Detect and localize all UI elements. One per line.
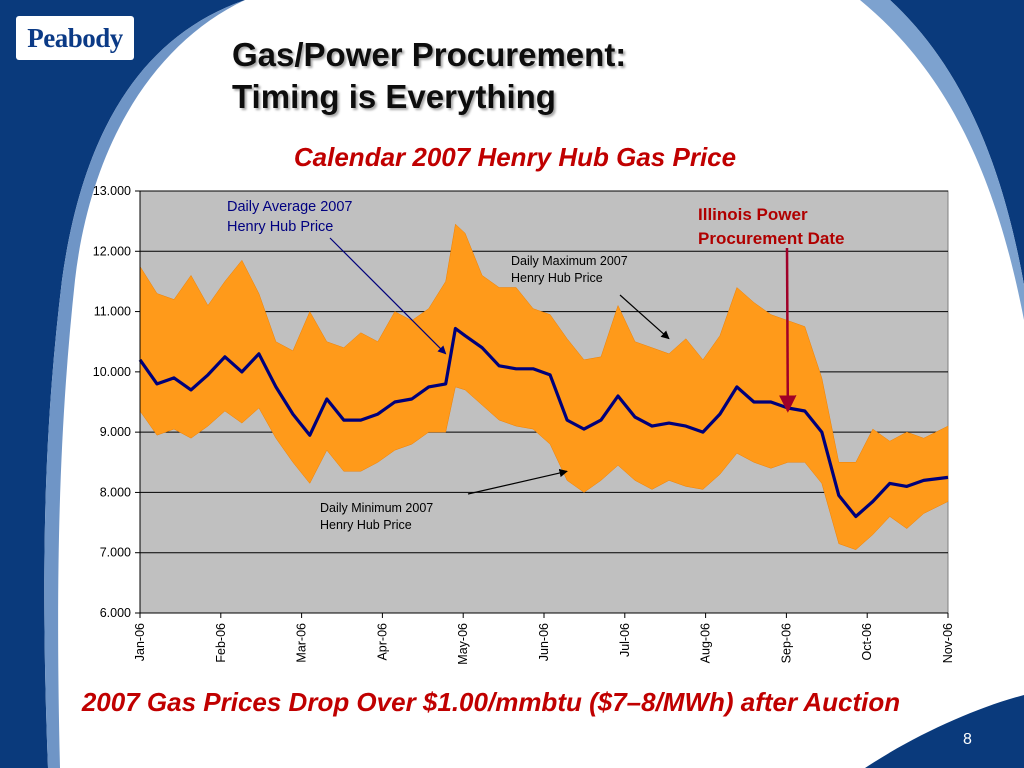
annotation-minimum-line-1: Daily Minimum 2007 xyxy=(320,501,434,515)
y-tick-label: 11.000 xyxy=(94,305,131,319)
min-max-price-band xyxy=(139,223,949,550)
annotation-pointers xyxy=(329,237,797,495)
x-tick-label: May-06 xyxy=(456,623,470,665)
x-tick-label: Jun-06 xyxy=(537,623,551,661)
x-tick-label: Mar-06 xyxy=(295,623,309,663)
x-axis-ticks: Jan-06 Feb-06 Mar-06 Apr-06 May-06 Jun-06 Jul-… xyxy=(133,613,955,665)
chart-title: Calendar 2007 Henry Hub Gas Price xyxy=(293,142,737,172)
annotation-maximum: Daily Maximum 2007 Henry Hub Price xyxy=(511,253,628,287)
y-tick-label: 6.000 xyxy=(100,606,131,620)
annotation-average: Daily Average 2007 Henry Hub Price xyxy=(227,197,353,237)
x-tick-label: Aug-06 xyxy=(699,623,713,663)
x-tick-label: Apr-06 xyxy=(375,623,389,661)
slide-title-line-2: Timing is Everything xyxy=(232,78,556,115)
y-axis-ticks: 6.000 7.000 8.000 9.000 10.000 11.000 12.000 13… xyxy=(93,184,140,620)
y-tick-label: 7.000 xyxy=(100,546,131,560)
y-tick-label: 12.000 xyxy=(93,244,131,258)
x-tick-label: Oct-06 xyxy=(860,623,874,661)
x-tick-label: Jan-06 xyxy=(133,623,147,661)
annotation-maximum-line-1: Daily Maximum 2007 xyxy=(511,254,628,268)
annotation-arrow-illinois xyxy=(779,247,797,413)
peabody-logo: Peabody xyxy=(16,16,134,60)
slide-title-line-1: Gas/Power Procurement: xyxy=(232,36,627,73)
slide-title: Gas/Power Procurement: Timing is Everyth… xyxy=(232,34,626,118)
top-right-navy-swoosh xyxy=(890,0,1024,285)
annotation-average-line-2: Henry Hub Price xyxy=(227,219,334,235)
bottom-right-navy-corner xyxy=(865,695,1024,768)
left-navy-swoosh xyxy=(0,0,245,768)
x-tick-label: Feb-06 xyxy=(214,623,228,663)
annotation-arrow-avg xyxy=(329,237,447,355)
footer-headline: 2007 Gas Prices Drop Over $1.00/mmbtu ($… xyxy=(81,687,901,717)
top-right-light-swoosh xyxy=(860,0,1024,320)
annotation-maximum-line-2: Henry Hub Price xyxy=(511,271,603,285)
annotation-arrow-min xyxy=(467,468,568,495)
x-tick-label: Sep-06 xyxy=(779,623,793,663)
annotation-minimum: Daily Minimum 2007 Henry Hub Price xyxy=(320,500,433,534)
y-tick-label: 8.000 xyxy=(100,485,131,499)
y-tick-label: 13.000 xyxy=(93,184,131,198)
y-tick-label: 10.000 xyxy=(93,365,131,379)
annotation-illinois-line-2: Procurement Date xyxy=(698,229,845,248)
x-tick-label: Nov-06 xyxy=(941,623,955,663)
annotation-illinois-line-1: Illinois Power xyxy=(698,205,808,224)
x-tick-label: Jul-06 xyxy=(618,623,632,657)
y-tick-label: 9.000 xyxy=(100,425,131,439)
page-number: 8 xyxy=(963,731,972,748)
average-price-line xyxy=(138,326,949,519)
annotation-average-line-1: Daily Average 2007 xyxy=(227,199,353,215)
annotation-illinois-procurement: Illinois Power Procurement Date xyxy=(698,203,844,251)
annotation-arrow-max xyxy=(619,294,670,340)
annotation-minimum-line-2: Henry Hub Price xyxy=(320,518,412,532)
